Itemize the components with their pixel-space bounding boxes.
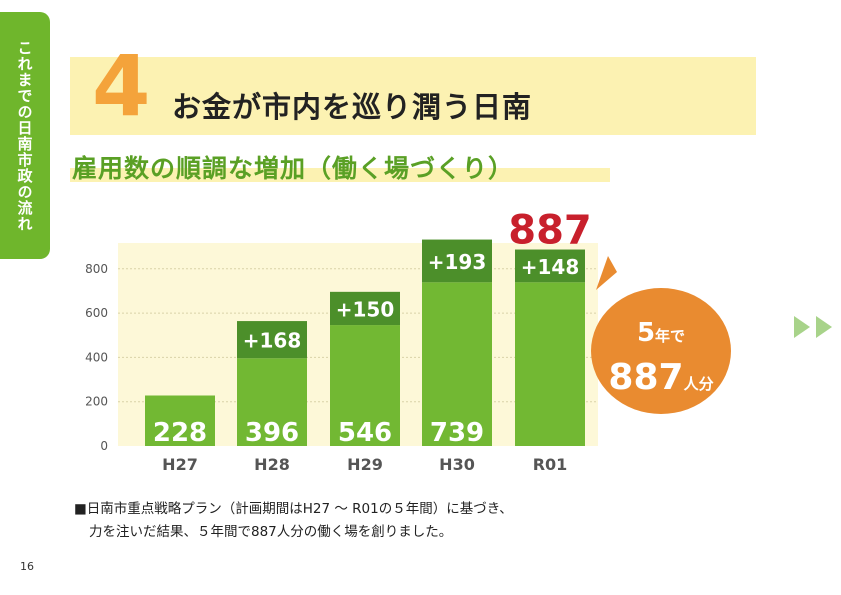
y-tick-label: 0 <box>100 439 108 453</box>
bar-increment-H30 <box>422 239 492 283</box>
total-label: 887 <box>508 208 592 254</box>
y-tick-label: 400 <box>85 350 108 364</box>
callout-count: 887 <box>608 357 683 398</box>
x-tick-label: H29 <box>347 455 383 474</box>
bar-base-H30 <box>422 282 492 446</box>
section-number: 4 <box>92 37 151 135</box>
callout-bubble: 5年で 887人分 <box>591 256 731 414</box>
subtitle-highlight <box>70 168 610 182</box>
base-value-label: 546 <box>338 418 392 448</box>
y-tick-label: 200 <box>85 395 108 409</box>
bar-base-R01 <box>515 282 585 446</box>
callout-years: 5 <box>637 318 655 348</box>
side-tab: これまでの日南市政の流れ <box>0 12 50 259</box>
x-tick-label: H30 <box>439 455 475 474</box>
callout-pointer <box>596 256 617 290</box>
label-layer: 0 200 400 600 800 228 H27 +168 396 H28 +150 546 H29 +… <box>85 208 592 474</box>
increment-label: +193 <box>428 250 487 274</box>
y-tick-label: 800 <box>85 262 108 276</box>
callout-years-unit: 年で <box>655 327 685 345</box>
callout-line2: 887人分 <box>608 357 713 398</box>
bar-layer <box>145 239 585 446</box>
increment-label: +168 <box>243 329 302 353</box>
x-tick-label: H28 <box>254 455 290 474</box>
next-page-arrow-icon[interactable] <box>792 314 836 340</box>
increment-label: +150 <box>336 297 395 321</box>
bar-increment-H29 <box>330 291 400 326</box>
header-band <box>70 57 756 135</box>
increment-label: +148 <box>521 255 580 279</box>
callout-line1: 5年で <box>637 318 685 348</box>
base-value-label: 228 <box>153 418 207 448</box>
section-title: お金が市内を巡り潤う日南 <box>172 90 533 124</box>
bar-base-H29 <box>330 325 400 446</box>
footnote-line-1: ■日南市重点戦略プラン（計画期間はH27 ～ R01の５年間）に基づき、 <box>74 501 513 517</box>
base-value-label: 739 <box>430 418 484 448</box>
bar-increment-H28 <box>237 321 307 359</box>
side-tab-label: これまでの日南市政の流れ <box>15 39 34 232</box>
y-tick-label: 600 <box>85 306 108 320</box>
footnote: ■日南市重点戦略プラン（計画期間はH27 ～ R01の５年間）に基づき、 力を注… <box>74 498 513 544</box>
x-tick-label: R01 <box>533 455 568 474</box>
callout-count-unit: 人分 <box>684 375 714 393</box>
page-number: 16 <box>20 560 34 573</box>
bar-increment-R01 <box>515 249 585 283</box>
bar-base-H28 <box>237 358 307 446</box>
footnote-line-2: 力を注いだ結果、５年間で887人分の働く場を創りました。 <box>89 524 453 540</box>
callout-circle <box>591 288 731 414</box>
bar-base-H27 <box>145 395 215 446</box>
base-value-label: 396 <box>245 418 299 448</box>
x-tick-label: H27 <box>162 455 198 474</box>
chart-subtitle: 雇用数の順調な増加（働く場づくり） <box>72 154 515 183</box>
